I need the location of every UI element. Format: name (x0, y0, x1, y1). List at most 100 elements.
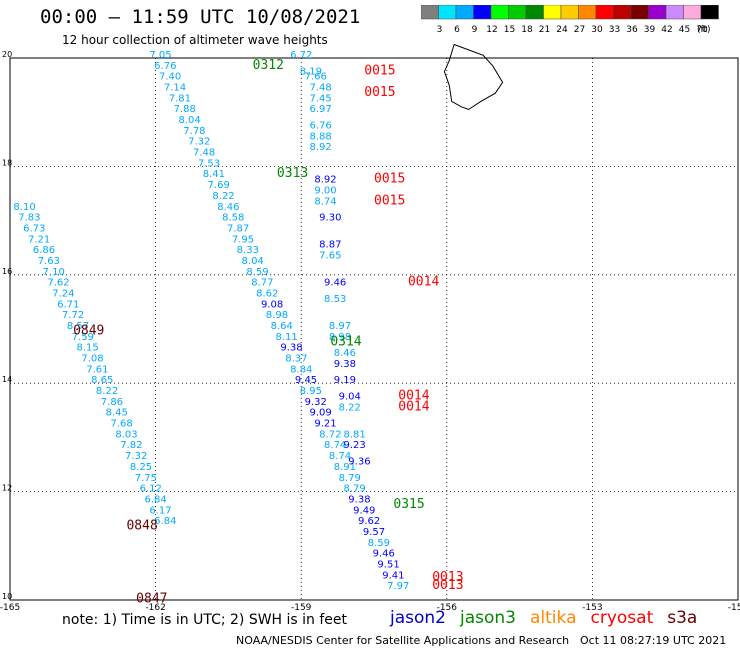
swh-value: 9.45 (295, 375, 317, 386)
swh-value: 9.46 (324, 278, 346, 289)
pass-time-label: 0015 (364, 85, 395, 100)
swh-value: 7.32 (125, 451, 147, 462)
colorbar-label: 6 (454, 25, 460, 35)
swh-value: 8.59 (368, 538, 390, 549)
swh-value: 7.83 (18, 213, 40, 224)
colorbar-label: 45 (679, 25, 690, 35)
swh-value: 8.37 (285, 354, 307, 365)
latitude-tick-label: 14 (2, 375, 12, 384)
colorbar-label: 15 (504, 25, 515, 35)
swh-value: 8.95 (300, 386, 322, 397)
satellite-legend: jason2 jason3 altika cryosat s3a (390, 608, 711, 628)
swh-value: 9.57 (363, 527, 385, 538)
swh-value: 8.98 (329, 332, 351, 343)
credit-line: NOAA/NESDIS Center for Satellite Applica… (236, 634, 570, 647)
satellite-legend-s3a: s3a (667, 608, 698, 628)
generation-timestamp: Oct 11 08:27:19 UTC 2021 (580, 634, 727, 647)
swh-value: 7.21 (28, 234, 50, 245)
longitude-tick-label: -153 (582, 603, 602, 612)
swh-value: 9.00 (314, 186, 336, 197)
longitude-tick-label: -150 (728, 603, 740, 612)
swh-value: 7.65 (319, 251, 341, 262)
colorbar-label: 21 (539, 25, 550, 35)
swh-value: 7.45 (309, 93, 331, 104)
swh-value: 7.10 (43, 267, 65, 278)
satellite-legend-jason2: jason2 (390, 608, 446, 628)
colorbar-label: 42 (661, 25, 672, 35)
pass-time-label: 0014 (408, 275, 439, 290)
swh-value: 9.38 (348, 494, 370, 505)
latitude-tick-label: 10 (2, 592, 12, 601)
swh-value: 7.05 (149, 50, 171, 61)
map-frame (9, 57, 739, 601)
swh-value: 8.22 (96, 386, 118, 397)
latitude-tick-label: 12 (2, 484, 12, 493)
pass-time-label: 0848 (126, 519, 157, 534)
swh-value: 7.62 (47, 278, 69, 289)
swh-value: 8.98 (266, 310, 288, 321)
swh-value: 8.79 (343, 484, 365, 495)
swh-value: 6.76 (154, 61, 176, 72)
swh-value: 8.03 (115, 429, 137, 440)
swh-value: 8.74 (324, 440, 346, 451)
longitude-tick-label: -165 (0, 603, 20, 612)
satellite-legend-jason3: jason3 (460, 608, 516, 628)
satellite-legend-cryosat: cryosat (590, 608, 654, 628)
color-scale-legend: 3 6 9 12 15 18 21 24 27 30 33 36 39 42 45 70(ft) (421, 5, 719, 35)
swh-value: 7.86 (101, 397, 123, 408)
swh-value: 7.40 (159, 72, 181, 83)
longitude-tick-label: -159 (291, 603, 312, 612)
swh-value: 7.68 (110, 419, 132, 430)
swh-value: 7.78 (183, 126, 205, 137)
longitude-tick-label: -156 (437, 603, 458, 612)
swh-value: 8.57 (67, 321, 89, 332)
swh-value: 8.74 (329, 451, 351, 462)
map-subtitle: 12 hour collection of altimeter wave hei… (62, 33, 328, 47)
pass-time-label: 0015 (374, 172, 405, 187)
swh-value: 7.08 (81, 354, 103, 365)
swh-value: 8.04 (178, 115, 200, 126)
swh-value: 9.23 (343, 440, 365, 451)
swh-value: 9.62 (358, 516, 380, 527)
pass-time-label: 0015 (364, 63, 395, 78)
swh-value: 6.73 (23, 223, 45, 234)
pass-time-label: 0312 (253, 58, 284, 73)
swh-value: 9.51 (377, 559, 399, 570)
pass-time-label: 0315 (393, 497, 424, 512)
latitude-tick-label: 16 (2, 267, 12, 276)
swh-value: 8.22 (212, 191, 234, 202)
swh-value: 8.53 (324, 294, 346, 305)
swh-value: 7.61 (86, 364, 108, 375)
map-title: 00:00 – 11:59 UTC 10/08/2021 (40, 6, 361, 28)
satellite-legend-altika: altika (530, 608, 577, 628)
swh-value: 8.11 (276, 332, 298, 343)
swh-value: 8.72 (319, 429, 341, 440)
swh-value: 9.19 (334, 375, 356, 386)
colorbar-label: 12 (486, 25, 497, 35)
swh-value: 9.32 (305, 397, 327, 408)
colorbar-label: 9 (472, 25, 478, 35)
swh-value: 7.48 (193, 148, 215, 159)
swh-value: 7.63 (38, 256, 60, 267)
swh-value: 6.84 (144, 494, 166, 505)
latitude-tick-label: 18 (2, 158, 12, 167)
swh-value: 8.45 (106, 408, 128, 419)
swh-value: 8.04 (242, 256, 264, 267)
swh-value: 6.71 (57, 299, 79, 310)
swh-value: 8.62 (256, 288, 278, 299)
swh-value: 7.72 (62, 310, 84, 321)
pass-time-label: 0013 (432, 570, 463, 585)
swh-value: 8.81 (343, 429, 365, 440)
swh-value: 9.38 (280, 343, 302, 354)
swh-value: 8.87 (319, 240, 341, 251)
pass-time-label: 0014 (398, 399, 429, 414)
swh-value: 7.97 (387, 581, 409, 592)
colorbar-label: 30 (591, 25, 603, 35)
longitude-tick-label: -162 (145, 603, 165, 612)
swh-value: 8.15 (77, 343, 99, 354)
swh-value: 8.25 (130, 462, 152, 473)
swh-value: 9.41 (382, 570, 404, 581)
pass-time-label: 0014 (398, 388, 429, 403)
swh-value: 8.84 (290, 364, 312, 375)
swh-value: 9.21 (314, 419, 336, 430)
